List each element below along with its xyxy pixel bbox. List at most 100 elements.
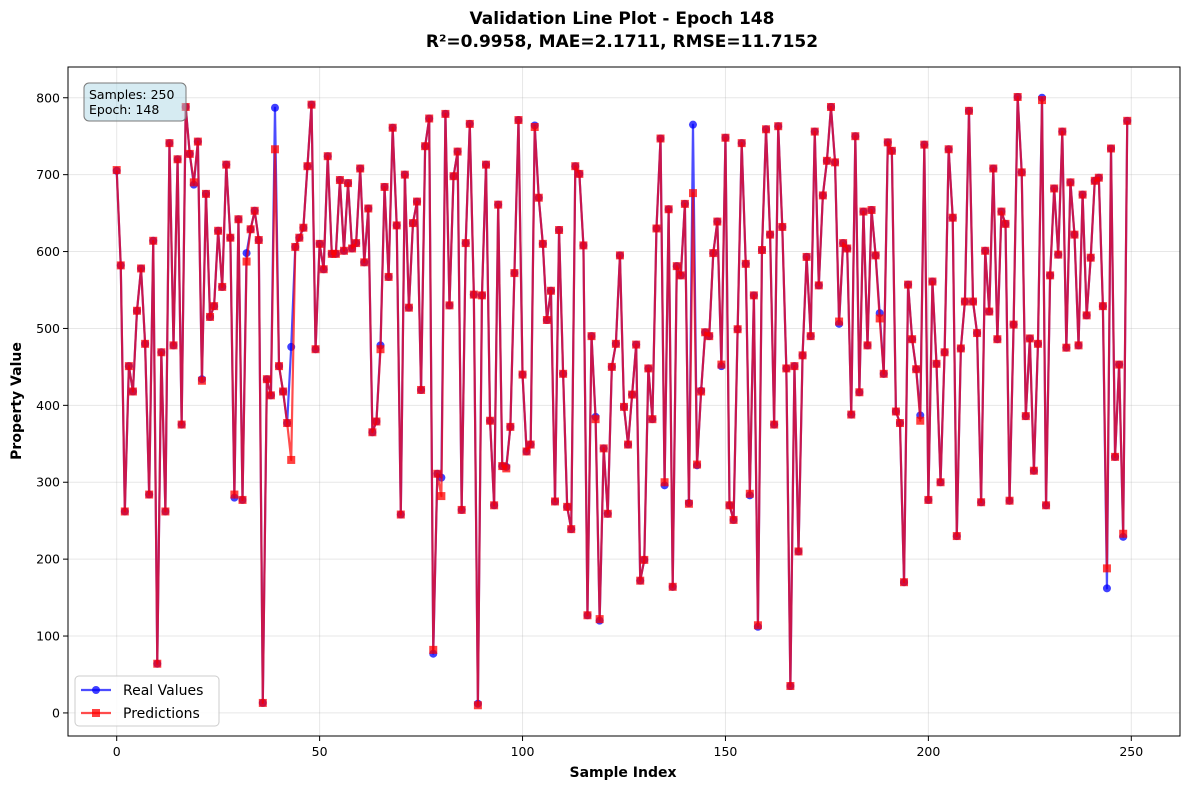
prediction-point [839, 239, 848, 248]
prediction-point [542, 315, 551, 324]
prediction-point [993, 335, 1002, 344]
prediction-point [1033, 339, 1042, 348]
prediction-point [969, 297, 978, 306]
prediction-point [766, 230, 775, 239]
prediction-point [697, 387, 706, 396]
prediction-point [339, 246, 348, 255]
prediction-point [940, 348, 949, 357]
prediction-point [628, 390, 637, 399]
prediction-point [319, 265, 328, 274]
plot-area-frame [67, 66, 1181, 737]
prediction-point [408, 219, 417, 228]
prediction-point [275, 362, 284, 371]
prediction-point [997, 207, 1006, 216]
prediction-point [810, 127, 819, 136]
chart-subtitle: R²=0.9958, MAE=2.1711, RMSE=11.7152 [426, 32, 818, 52]
prediction-point [1009, 320, 1018, 329]
prediction-point [664, 205, 673, 214]
prediction-point [636, 576, 645, 585]
prediction-point [1111, 452, 1120, 461]
prediction-point [989, 164, 998, 173]
prediction-point [928, 277, 937, 286]
prediction-point [335, 176, 344, 185]
legend-real-label: Real Values [123, 683, 203, 699]
prediction-point [518, 370, 527, 379]
prediction-point [741, 259, 750, 268]
prediction-point [457, 505, 466, 514]
prediction-point [985, 307, 994, 316]
prediction-point [973, 329, 982, 338]
prediction-point [1070, 230, 1079, 239]
prediction-point [295, 233, 304, 242]
prediction-point [640, 555, 649, 564]
prediction-point [465, 119, 474, 128]
prediction-point [177, 420, 186, 429]
prediction-point [425, 114, 434, 123]
x-tick-label: 0 [113, 744, 121, 759]
prediction-point [575, 169, 584, 178]
prediction-point [701, 328, 710, 337]
prediction-point [344, 179, 353, 188]
prediction-point [262, 375, 271, 384]
legend: Real Values Predictions [74, 675, 220, 727]
prediction-point [936, 478, 945, 487]
prediction-point [514, 116, 523, 125]
prediction-point [494, 200, 503, 209]
prediction-point [506, 422, 515, 431]
prediction-point [165, 139, 174, 148]
prediction-point [668, 582, 677, 591]
prediction-point [855, 388, 864, 397]
prediction-point [173, 155, 182, 164]
prediction-point [197, 376, 206, 385]
prediction-point [526, 440, 535, 449]
x-tick-label: 100 [511, 744, 535, 759]
prediction-point [161, 507, 170, 516]
prediction-point [932, 359, 941, 368]
prediction-point [441, 109, 450, 118]
y-tick-label: 200 [36, 552, 60, 567]
prediction-point [279, 387, 288, 396]
prediction-point [843, 244, 852, 253]
prediction-point [693, 460, 702, 469]
prediction-point [453, 147, 462, 156]
prediction-point [611, 339, 620, 348]
prediction-point [595, 615, 604, 624]
prediction-point [916, 416, 925, 425]
prediction-point [266, 391, 275, 400]
prediction-point [778, 222, 787, 231]
y-tick-label: 600 [36, 244, 60, 259]
prediction-point [814, 281, 823, 290]
prediction-point [214, 226, 223, 235]
prediction-point [895, 419, 904, 428]
prediction-point [315, 239, 324, 248]
prediction-point [323, 152, 332, 161]
prediction-point [364, 204, 373, 213]
x-tick-label: 150 [714, 744, 738, 759]
prediction-point [757, 246, 766, 255]
prediction-point [461, 239, 470, 248]
prediction-point [733, 325, 742, 334]
y-axis-label: Property Value [9, 342, 25, 460]
prediction-point [331, 249, 340, 258]
prediction-point [368, 428, 377, 437]
prediction-point [1062, 343, 1071, 352]
prediction-point [258, 698, 267, 707]
prediction-point [299, 223, 308, 232]
prediction-point [624, 440, 633, 449]
prediction-point [891, 407, 900, 416]
chart-title: Validation Line Plot - Epoch 148 [470, 9, 775, 29]
prediction-point [404, 303, 413, 312]
legend-pred-label: Predictions [123, 706, 200, 722]
prediction-point [790, 362, 799, 371]
prediction-point [372, 417, 381, 426]
prediction-point [413, 197, 422, 206]
prediction-point [352, 239, 361, 248]
prediction-point [538, 239, 547, 248]
prediction-point [384, 272, 393, 281]
prediction-point [218, 282, 227, 291]
prediction-point [327, 249, 336, 258]
legend-real-marker [92, 686, 100, 694]
y-tick-label: 300 [36, 475, 60, 490]
prediction-point [201, 189, 210, 198]
prediction-point [149, 236, 158, 245]
